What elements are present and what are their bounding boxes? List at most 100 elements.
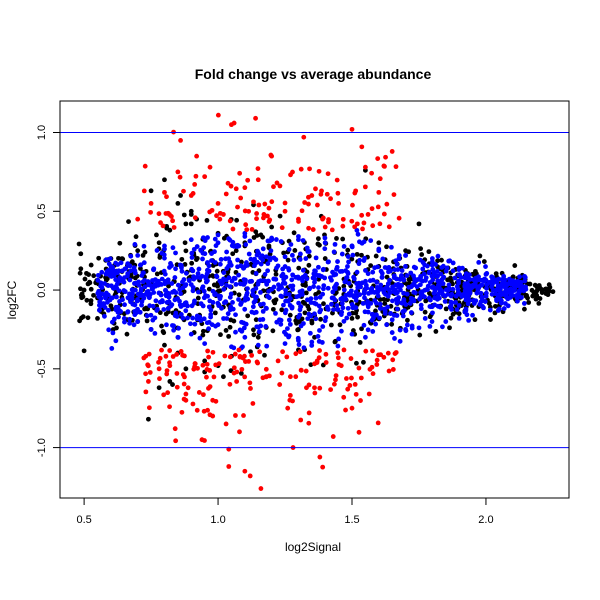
data-point	[377, 301, 383, 307]
data-point	[117, 275, 123, 280]
data-point	[125, 309, 131, 315]
data-point	[309, 343, 315, 348]
data-point	[425, 263, 430, 269]
data-point	[180, 372, 186, 377]
data-point	[180, 315, 186, 321]
data-point	[335, 259, 340, 264]
data-point	[295, 274, 301, 280]
data-point	[420, 266, 426, 272]
data-point	[302, 300, 307, 306]
data-point	[392, 336, 397, 341]
data-point	[471, 277, 476, 283]
data-point	[183, 221, 189, 227]
data-point	[492, 310, 498, 316]
data-point	[423, 275, 429, 281]
data-point	[181, 277, 187, 282]
data-point	[401, 297, 407, 303]
data-point	[355, 231, 361, 237]
data-point	[130, 301, 136, 307]
data-point	[526, 300, 532, 305]
data-point	[215, 322, 221, 328]
data-point	[262, 201, 268, 207]
data-point	[427, 304, 433, 309]
data-point	[202, 174, 208, 180]
data-point	[397, 338, 403, 344]
data-point	[325, 171, 331, 177]
data-point	[254, 216, 259, 222]
data-point	[294, 294, 300, 300]
data-point	[156, 366, 162, 372]
data-point	[335, 355, 341, 361]
data-point	[166, 291, 172, 297]
data-point	[306, 262, 312, 268]
data-point	[128, 268, 134, 274]
data-point	[248, 349, 253, 355]
data-point	[242, 297, 248, 303]
data-point	[292, 248, 298, 253]
data-point	[103, 295, 108, 301]
data-point	[477, 253, 483, 259]
data-point	[175, 335, 181, 340]
data-point	[230, 251, 236, 257]
data-point	[164, 368, 170, 373]
data-point	[382, 163, 387, 169]
data-point	[216, 303, 222, 309]
data-point	[256, 250, 262, 256]
data-point	[306, 306, 312, 312]
data-point	[361, 291, 367, 296]
data-point	[205, 268, 211, 273]
data-point	[81, 287, 87, 293]
data-point	[188, 321, 193, 327]
data-point	[340, 305, 346, 311]
data-point	[306, 311, 312, 317]
data-point	[550, 289, 556, 295]
data-point	[84, 270, 89, 276]
data-point	[519, 295, 524, 300]
data-point	[139, 302, 144, 308]
data-point	[510, 292, 515, 298]
data-point	[330, 434, 336, 439]
data-point	[160, 329, 166, 334]
data-point	[157, 355, 163, 361]
data-point	[265, 213, 270, 219]
data-point	[129, 294, 135, 300]
data-point	[132, 281, 137, 286]
data-point	[359, 144, 365, 150]
data-point	[360, 301, 366, 306]
data-point	[276, 282, 281, 288]
data-point	[192, 321, 198, 327]
data-point	[352, 224, 358, 230]
data-point	[95, 272, 101, 278]
x-tick-label: 1.0	[210, 514, 225, 526]
data-point	[150, 286, 156, 291]
data-point	[186, 278, 192, 284]
data-point	[217, 261, 223, 267]
data-point	[287, 393, 293, 398]
data-point	[437, 286, 442, 292]
data-point	[95, 290, 101, 296]
data-point	[196, 390, 202, 395]
data-point	[307, 330, 313, 336]
data-point	[418, 302, 424, 308]
data-point	[279, 307, 285, 313]
data-point	[339, 301, 345, 306]
data-point	[498, 292, 504, 298]
data-point	[288, 242, 294, 247]
data-point	[316, 355, 322, 361]
data-point	[322, 240, 328, 246]
data-point	[464, 312, 470, 318]
data-point	[250, 288, 256, 293]
data-point	[250, 401, 256, 406]
data-point	[306, 201, 311, 207]
data-point	[273, 276, 279, 282]
data-point	[340, 216, 346, 222]
data-point	[322, 275, 328, 281]
data-point	[362, 295, 367, 301]
data-point	[291, 230, 297, 236]
data-point	[458, 274, 464, 280]
data-point	[306, 249, 312, 254]
data-point	[260, 375, 266, 381]
data-point	[298, 166, 304, 172]
data-point	[189, 266, 195, 272]
